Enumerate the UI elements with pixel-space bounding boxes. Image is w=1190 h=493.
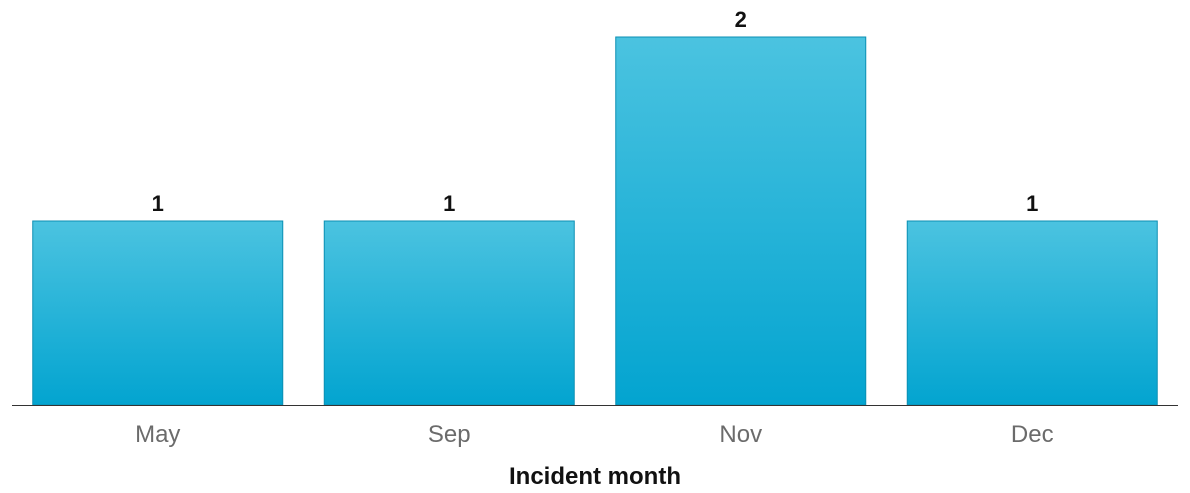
bar-may bbox=[32, 220, 284, 406]
bar-sep bbox=[323, 220, 575, 406]
bar-value-label-nov: 2 bbox=[735, 7, 747, 32]
x-tick-label-sep: Sep bbox=[428, 421, 471, 448]
bars-group bbox=[32, 36, 1158, 406]
x-tick-label-dec: Dec bbox=[1011, 421, 1054, 448]
x-tick-label-nov: Nov bbox=[719, 421, 762, 448]
bar-dec bbox=[906, 220, 1158, 406]
bar-nov bbox=[615, 36, 867, 406]
bar-value-label-may: 1 bbox=[152, 191, 164, 216]
x-tick-label-may: May bbox=[135, 421, 180, 448]
x-axis-title: Incident month bbox=[509, 463, 681, 490]
bar-value-label-dec: 1 bbox=[1026, 191, 1038, 216]
bar-value-labels: 1 1 2 1 bbox=[152, 7, 1039, 216]
bar-value-label-sep: 1 bbox=[443, 191, 455, 216]
x-tick-labels: May Sep Nov Dec bbox=[135, 421, 1054, 448]
